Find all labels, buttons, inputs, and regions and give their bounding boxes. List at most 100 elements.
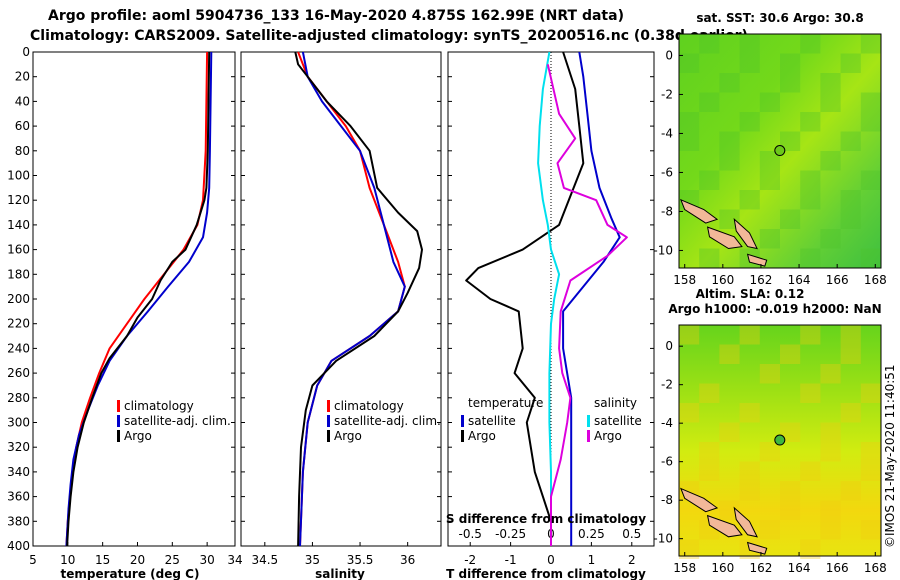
y-tick-label: 380 bbox=[7, 514, 30, 528]
sla-map-title-2: Argo h1000: -0.019 h2000: NaN bbox=[668, 302, 881, 316]
y-tick-label: 320 bbox=[7, 440, 30, 454]
map-texture-cell bbox=[780, 422, 801, 442]
sla-map-panel: 158 160 162 164 166 168 0 -2 -4 -6 -8 -10 bbox=[653, 324, 887, 575]
map-y-tick-label: -2 bbox=[661, 87, 673, 101]
island-shape bbox=[706, 514, 743, 538]
x-tick-label: 35 bbox=[305, 553, 320, 567]
map-y-tick-label: -8 bbox=[661, 204, 673, 218]
y-tick-label: 60 bbox=[15, 119, 30, 133]
salinity-legend: climatology satellite-adj. clim. Argo bbox=[327, 399, 441, 443]
map-texture-cell bbox=[699, 383, 720, 403]
map-texture-cell bbox=[679, 112, 700, 132]
map-texture-cell bbox=[719, 73, 740, 93]
credit-text: ©IMOS 21-May-2020 11:40:51 bbox=[883, 364, 897, 548]
map-texture-cell bbox=[739, 34, 760, 54]
x-tick-label: 15 bbox=[95, 553, 110, 567]
map-y-tick-label: -10 bbox=[653, 243, 673, 257]
x-tick-label: 1 bbox=[588, 553, 596, 567]
y-tick-label: 340 bbox=[7, 465, 30, 479]
y-tick-label: 80 bbox=[15, 144, 30, 158]
y-tick-label: 240 bbox=[7, 341, 30, 355]
map-texture-cell bbox=[820, 364, 841, 384]
salinity-xlabel: salinity bbox=[315, 567, 365, 580]
legend-swatch-satellite bbox=[327, 415, 330, 427]
salinity-panel: 34.5 35 35.5 36 bbox=[240, 51, 442, 567]
map-texture-cell bbox=[840, 190, 861, 210]
temperature-xlabel: temperature (deg C) bbox=[61, 567, 200, 580]
y-tick-label: 140 bbox=[7, 218, 30, 232]
map-texture-cell bbox=[800, 248, 821, 268]
map-texture-cell bbox=[860, 248, 881, 268]
x-tick-label: 35.5 bbox=[347, 553, 374, 567]
map-texture-cell bbox=[780, 481, 801, 501]
island-shape bbox=[706, 226, 743, 250]
map-texture-cell bbox=[780, 500, 801, 520]
legend-label-t-argo: Argo bbox=[468, 429, 496, 443]
sst-map-title: sat. SST: 30.6 Argo: 30.8 bbox=[696, 11, 863, 25]
map-texture-cell bbox=[840, 344, 861, 364]
title-line-2: Climatology: CARS2009. Satellite-adjuste… bbox=[30, 28, 748, 44]
map-texture-cell bbox=[739, 112, 760, 132]
y-tick-label: 120 bbox=[7, 193, 30, 207]
map-x-tick-label: 162 bbox=[749, 561, 772, 575]
island-shape bbox=[746, 253, 768, 267]
legend-label-argo: Argo bbox=[334, 429, 362, 443]
temperature-panel: 0 20 40 60 80 100 120 140 160 180 200 220 240 260 280 3… bbox=[7, 45, 243, 567]
map-texture-cell bbox=[699, 170, 720, 190]
series-line-t-satellite bbox=[562, 51, 621, 546]
x-tick-label: 30 bbox=[199, 553, 214, 567]
legend-label-satellite: satellite-adj. clim. bbox=[334, 414, 441, 428]
s-tick-label: 0.25 bbox=[578, 527, 605, 541]
map-y-tick-label: 0 bbox=[665, 339, 673, 353]
island-shape bbox=[733, 217, 758, 250]
map-texture-cell bbox=[840, 481, 861, 501]
map-texture-cell bbox=[860, 461, 881, 481]
map-texture-cell bbox=[679, 131, 700, 151]
map-texture-cell bbox=[820, 229, 841, 249]
map-texture-cell bbox=[800, 383, 821, 403]
map-texture-cell bbox=[800, 539, 821, 559]
map-texture-cell bbox=[860, 34, 881, 54]
map-texture-cell bbox=[679, 539, 700, 559]
map-texture-cell bbox=[719, 131, 740, 151]
map-x-tick-label: 158 bbox=[673, 273, 696, 287]
map-frame bbox=[678, 33, 882, 269]
map-texture-cell bbox=[699, 34, 720, 54]
map-texture-cell bbox=[739, 53, 760, 73]
map-texture-cell bbox=[699, 92, 720, 112]
map-x-tick-label: 166 bbox=[826, 273, 849, 287]
argo-location-marker bbox=[774, 145, 786, 157]
legend-label-climatology: climatology bbox=[334, 399, 404, 413]
x-tick-label: 2 bbox=[628, 553, 636, 567]
map-x-tick-label: 168 bbox=[864, 273, 887, 287]
legend-swatch-argo bbox=[117, 430, 120, 442]
map-y-tick-label: 0 bbox=[665, 48, 673, 62]
x-tick-label: -2 bbox=[464, 553, 476, 567]
x-tick-label: 0 bbox=[547, 553, 555, 567]
map-texture-cell bbox=[840, 403, 861, 423]
x-tick-label: 36 bbox=[400, 553, 415, 567]
y-tick-label: 220 bbox=[7, 317, 30, 331]
x-tick-label: 20 bbox=[130, 553, 145, 567]
map-x-tick-label: 158 bbox=[673, 561, 696, 575]
map-texture-cell bbox=[860, 92, 881, 112]
series-line-s-satellite bbox=[537, 51, 561, 546]
map-texture-cell bbox=[780, 73, 801, 93]
legend-swatch-climatology bbox=[327, 400, 330, 412]
map-texture-cell bbox=[820, 442, 841, 462]
map-y-tick-label: -4 bbox=[661, 126, 673, 140]
map-texture-cell bbox=[860, 520, 881, 540]
map-texture-cell bbox=[800, 112, 821, 132]
map-texture-cell bbox=[719, 209, 740, 229]
map-texture-cell bbox=[780, 53, 801, 73]
map-texture-cell bbox=[759, 170, 780, 190]
map-texture-cell bbox=[820, 73, 841, 93]
series-line-climatology bbox=[65, 51, 209, 547]
legend-label-s-satellite: satellite bbox=[594, 414, 642, 428]
y-tick-label: 200 bbox=[7, 292, 30, 306]
map-texture-cell bbox=[759, 442, 780, 462]
map-y-tick-label: -6 bbox=[661, 455, 673, 469]
map-x-tick-label: 164 bbox=[788, 561, 811, 575]
map-texture-cell bbox=[780, 209, 801, 229]
difference-panel: -2 -1 0 1 2-0.5 -0.25 0 0.25 0.5 bbox=[447, 51, 655, 567]
